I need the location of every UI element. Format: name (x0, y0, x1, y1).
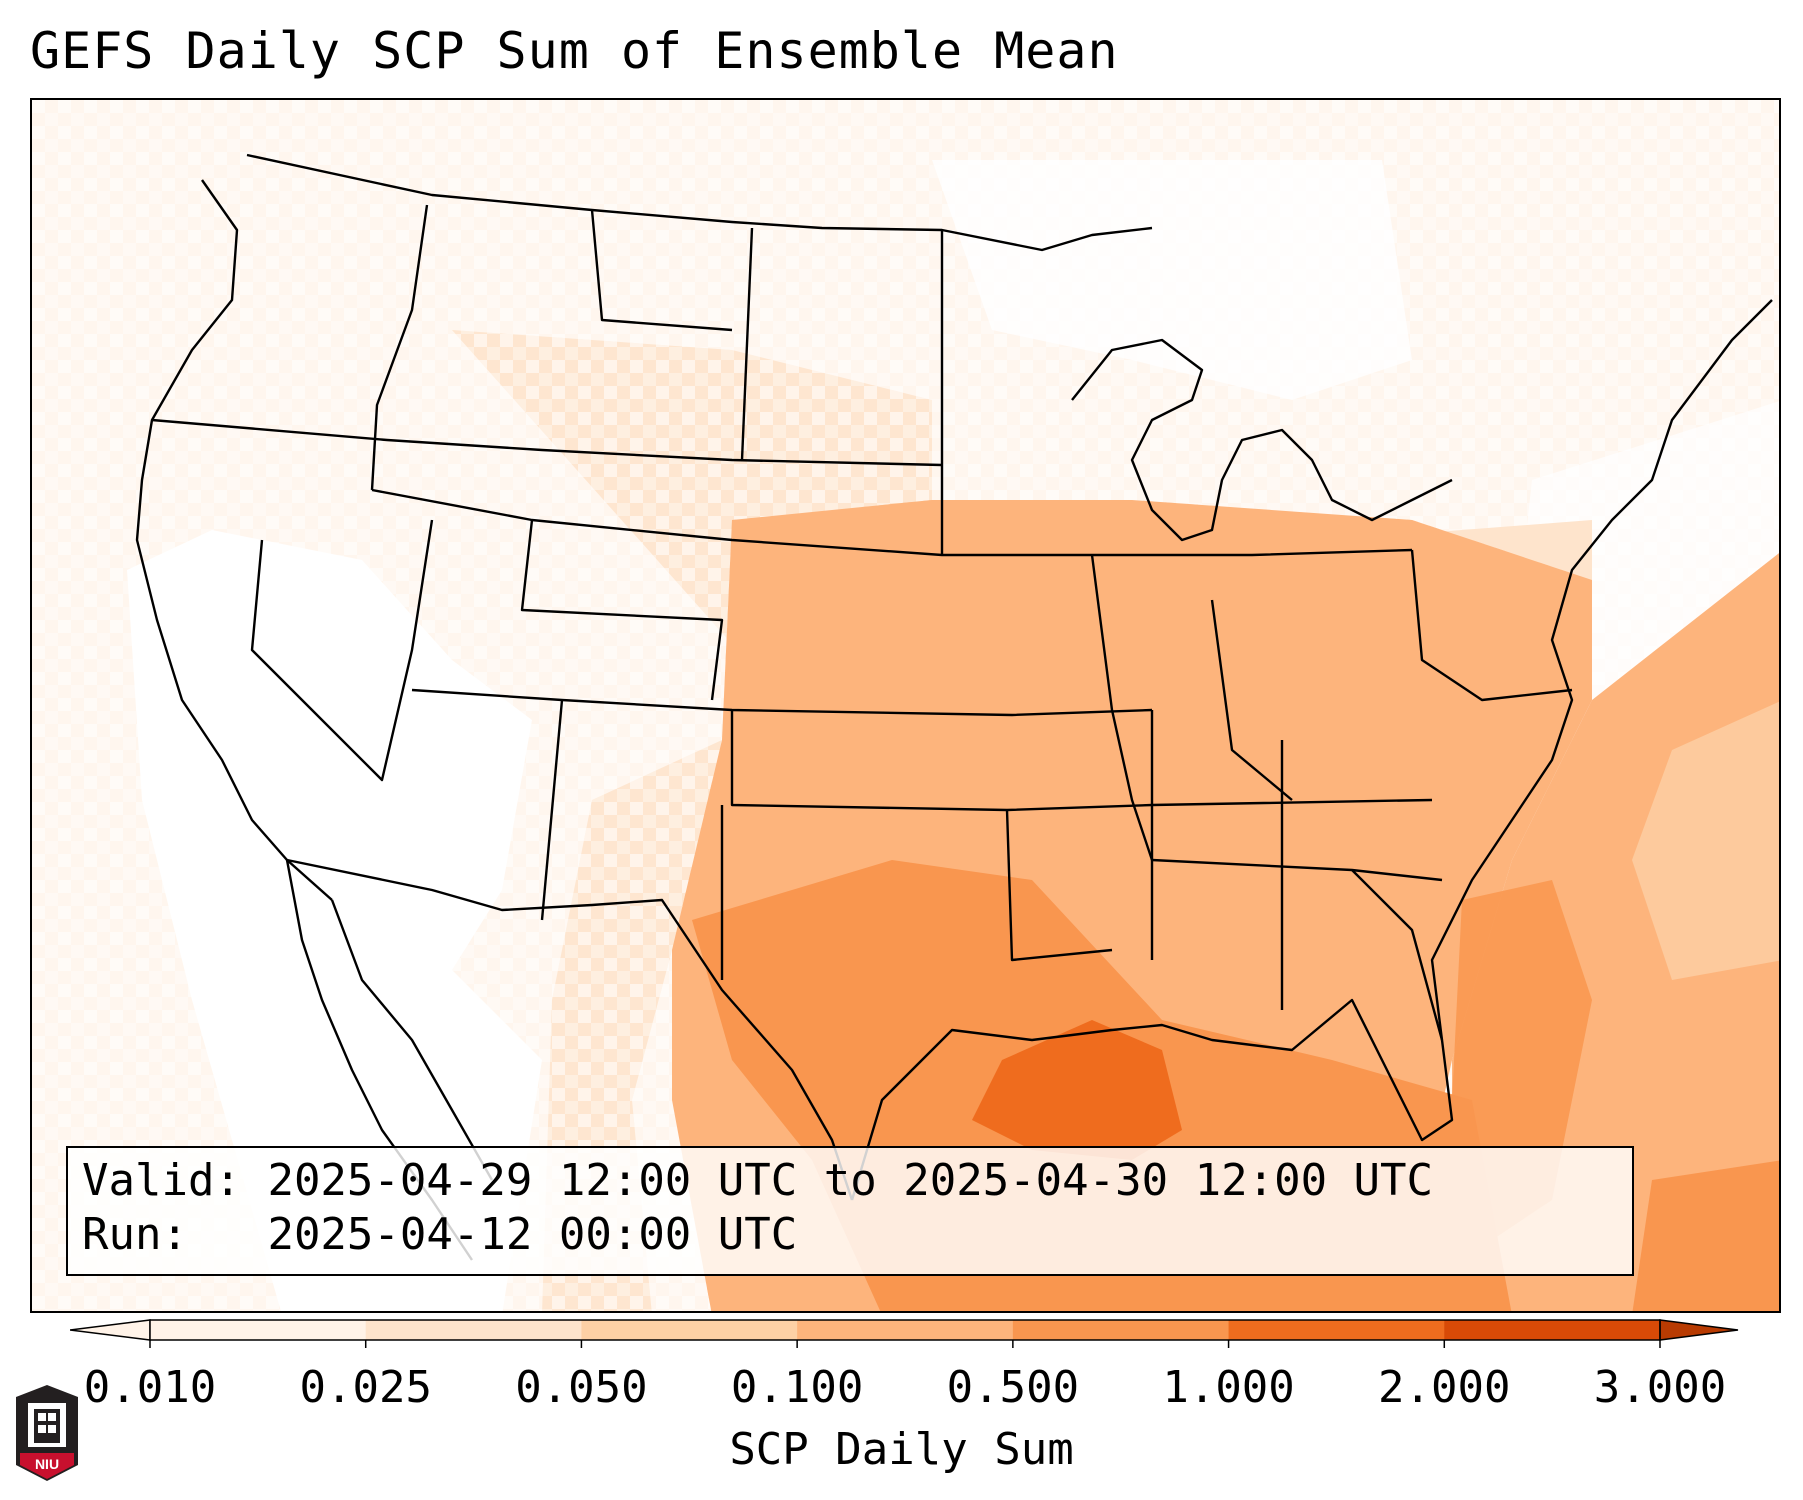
colorbar-tick-label: 3.000 (1593, 1362, 1727, 1413)
map-boundaries (135, 153, 1773, 1261)
colorbar-segment (1012, 1320, 1230, 1340)
valid-value: 2025-04-29 12:00 UTC to 2025-04-30 12:00… (267, 1155, 1434, 1206)
colorbar-tick-label: 0.100 (730, 1362, 864, 1413)
colorbar-segment (1228, 1320, 1445, 1340)
scp-shading (32, 100, 1779, 1311)
colorbar-tick-label: 0.500 (946, 1362, 1080, 1413)
info-box: Valid: 2025-04-29 12:00 UTC to 2025-04-3… (66, 1146, 1634, 1276)
map-title: GEFS Daily SCP Sum of Ensemble Mean (30, 22, 1119, 80)
colorbar-tick-label: 1.000 (1162, 1362, 1295, 1413)
run-value: 2025-04-12 00:00 UTC (267, 1209, 798, 1260)
logo-text: NIU (35, 1456, 59, 1472)
colorbar-tick-label: 2.000 (1378, 1362, 1511, 1413)
run-label: Run: (82, 1209, 188, 1260)
colorbar-segment (581, 1320, 798, 1340)
colorbar-extend-low (70, 1319, 151, 1341)
colorbar-segment (150, 1320, 367, 1340)
colorbar-segment (797, 1320, 1014, 1340)
valid-label: Valid: (82, 1155, 241, 1206)
colorbar-segment (1444, 1320, 1661, 1340)
colorbar-tick-label: 0.010 (83, 1362, 217, 1413)
colorbar-label: SCP Daily Sum (729, 1424, 1074, 1475)
niu-logo: NIU (16, 1385, 78, 1481)
map-panel (30, 98, 1781, 1313)
colorbar-segments (70, 1319, 1739, 1348)
colorbar-segment (365, 1320, 582, 1340)
colorbar-extend-high (1659, 1319, 1739, 1341)
colorbar (70, 1319, 1739, 1348)
colorbar-tick-label: 0.025 (299, 1362, 432, 1413)
colorbar-tick-label: 0.050 (515, 1362, 648, 1413)
